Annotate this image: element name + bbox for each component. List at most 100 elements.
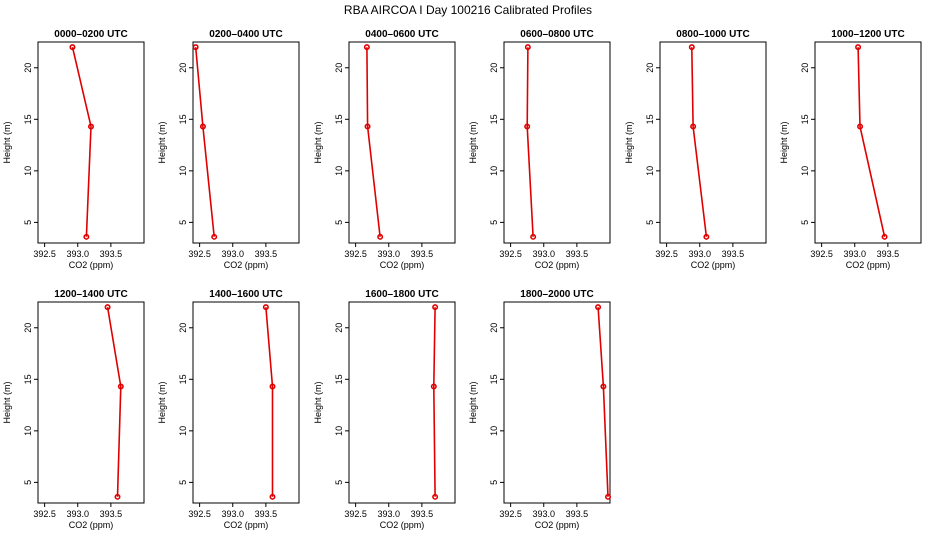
profile-line (432, 307, 436, 497)
profile-line (857, 47, 886, 237)
y-tick-label: 15 (334, 114, 344, 124)
profile-point (83, 233, 90, 240)
profile-point (269, 493, 276, 500)
y-tick-label: 5 (489, 220, 499, 225)
y-tick-label: 20 (334, 323, 344, 333)
x-tick-label: 392.5 (499, 249, 522, 259)
y-tick-label: 5 (645, 220, 655, 225)
y-tick-label: 15 (23, 114, 33, 124)
profile-point (114, 493, 121, 500)
profile-point (524, 123, 531, 130)
panel-title: 1600–1800 UTC (365, 289, 438, 300)
profile-line (71, 47, 92, 237)
profile-point (192, 44, 199, 51)
profile-point (269, 383, 276, 390)
y-tick-label: 15 (489, 114, 499, 124)
panel-title: 1400–1600 UTC (209, 289, 282, 300)
profile-point (88, 123, 95, 130)
y-tick-label: 10 (178, 166, 188, 176)
profile-point (69, 44, 76, 51)
y-axis-label: Height (m) (157, 121, 167, 163)
y-axis-label: Height (m) (157, 381, 167, 423)
y-tick-label: 5 (334, 480, 344, 485)
panel-title: 0800–1000 UTC (676, 29, 749, 40)
plot-frame (37, 41, 145, 244)
x-tick-label: 393.0 (221, 249, 244, 259)
panel-title: 1800–2000 UTC (520, 289, 593, 300)
x-tick-label: 393.0 (532, 249, 555, 259)
x-tick-label: 393.5 (566, 509, 589, 519)
profile-point (855, 44, 862, 51)
panel-2: 0200–0400 UTC 392.5 393.0 393.5 5 10 15 20 CO2 (… (157, 29, 300, 270)
profile-point (881, 233, 888, 240)
panel-8: 1400–1600 UTC 392.5 393.0 393.5 5 10 15 20 CO2 (… (157, 289, 300, 530)
x-tick-label: 393.5 (566, 249, 589, 259)
profile-point (690, 123, 697, 130)
x-tick-label: 393.5 (255, 249, 278, 259)
y-tick-label: 10 (489, 166, 499, 176)
panel-6: 1000–1200 UTC 392.5 393.0 393.5 5 10 15 20 CO2 (… (779, 29, 922, 270)
y-tick-label: 20 (334, 63, 344, 73)
plot-frame (503, 41, 611, 244)
profile-point (432, 493, 439, 500)
x-tick-label: 392.5 (499, 509, 522, 519)
x-tick-label: 393.0 (377, 509, 400, 519)
profile-point (104, 304, 111, 311)
x-axis-label: CO2 (ppm) (224, 260, 269, 270)
x-axis-label: CO2 (ppm) (691, 260, 736, 270)
profile-point (703, 233, 710, 240)
y-axis-label: Height (m) (2, 381, 12, 423)
y-tick-label: 5 (178, 480, 188, 485)
panel-3: 0400–0600 UTC 392.5 393.0 393.5 5 10 15 20 CO2 (… (313, 29, 456, 270)
x-axis-label: CO2 (ppm) (846, 260, 891, 270)
y-tick-label: 20 (800, 63, 810, 73)
plot-frame (814, 41, 922, 244)
profile-line (691, 47, 708, 237)
profile-point (430, 383, 437, 390)
x-tick-label: 392.5 (33, 249, 56, 259)
panel-title: 0600–0800 UTC (520, 29, 593, 40)
panel-9: 1600–1800 UTC 392.5 393.0 393.5 5 10 15 20 CO2 (… (313, 289, 456, 530)
profile-point (363, 44, 370, 51)
plot-frame (503, 301, 611, 504)
y-tick-label: 10 (489, 426, 499, 436)
y-tick-label: 20 (489, 63, 499, 73)
panel-title: 0200–0400 UTC (209, 29, 282, 40)
x-axis-label: CO2 (ppm) (380, 260, 425, 270)
y-tick-label: 10 (23, 426, 33, 436)
plot-frame (192, 41, 300, 244)
plot-frame (37, 301, 145, 504)
profile-point (857, 123, 864, 130)
y-tick-label: 20 (489, 323, 499, 333)
y-tick-label: 15 (489, 374, 499, 384)
y-tick-label: 20 (178, 323, 188, 333)
x-tick-label: 393.5 (722, 249, 745, 259)
y-axis-label: Height (m) (313, 121, 323, 163)
x-tick-label: 392.5 (344, 509, 367, 519)
profile-point (117, 383, 124, 390)
x-tick-label: 393.0 (221, 509, 244, 519)
y-tick-label: 10 (645, 166, 655, 176)
y-tick-label: 10 (334, 426, 344, 436)
plot-frame (348, 41, 456, 244)
y-tick-label: 10 (800, 166, 810, 176)
y-tick-label: 20 (23, 323, 33, 333)
figure-title: RBA AIRCOA I Day 100216 Calibrated Profi… (344, 3, 592, 17)
profile-line (526, 47, 534, 237)
panel-title: 1000–1200 UTC (831, 29, 904, 40)
profile-line (106, 307, 122, 497)
x-axis-label: CO2 (ppm) (69, 520, 114, 530)
panel-title: 0000–0200 UTC (54, 29, 127, 40)
x-axis-label: CO2 (ppm) (224, 520, 269, 530)
x-tick-label: 393.0 (688, 249, 711, 259)
profile-point (600, 383, 607, 390)
panel-7: 1200–1400 UTC 392.5 393.0 393.5 5 10 15 20 CO2 (… (2, 289, 145, 530)
panel-grid: 0000–0200 UTC 392.5 393.0 393.5 5 10 15 20 CO2 (… (2, 29, 922, 530)
x-tick-label: 392.5 (344, 249, 367, 259)
x-tick-label: 392.5 (188, 249, 211, 259)
x-tick-label: 393.0 (66, 249, 89, 259)
x-tick-label: 392.5 (33, 509, 56, 519)
x-axis-label: CO2 (ppm) (69, 260, 114, 270)
y-axis-label: Height (m) (2, 121, 12, 163)
